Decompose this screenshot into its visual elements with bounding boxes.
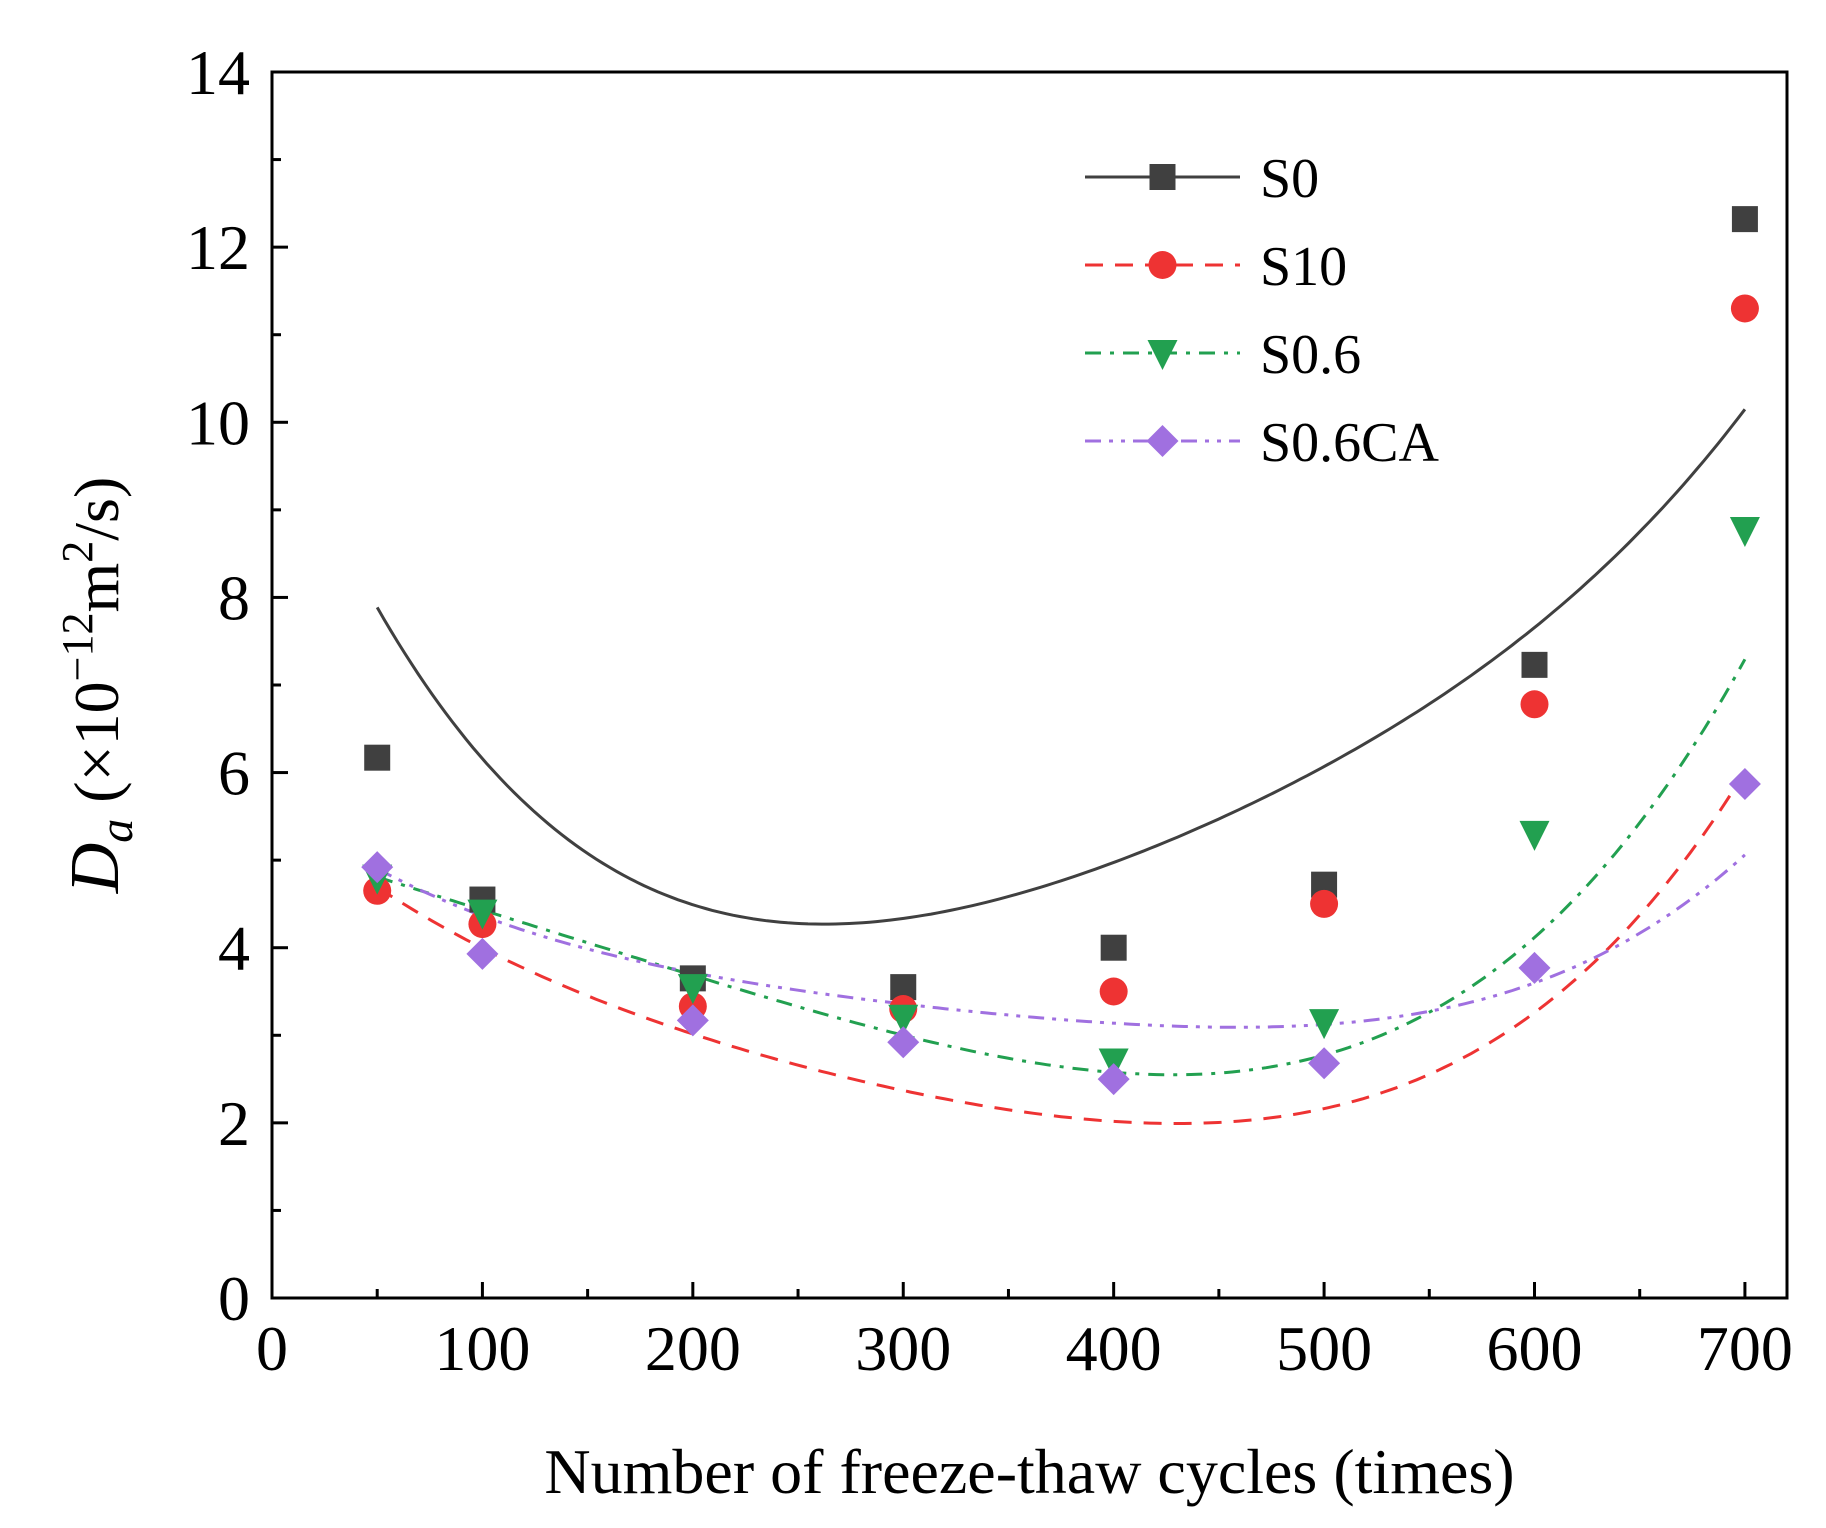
- x-tick-label: 500: [1276, 1313, 1372, 1384]
- y-tick-label: 12: [186, 212, 250, 283]
- legend-marker-S10: [1148, 251, 1177, 279]
- legend: S0 S10 S0.6 S0.6CA: [1085, 148, 1439, 474]
- data-point-S0: [1731, 206, 1758, 233]
- y-axis-title: Da (×10−12m2/s): [53, 477, 143, 895]
- legend-marker-S0.6CA: [1146, 425, 1179, 457]
- x-tick-label: 400: [1066, 1313, 1162, 1384]
- data-point-S0.6CA: [361, 851, 394, 884]
- data-point-S10: [1520, 690, 1549, 719]
- fit-curve-S0.6CA: [376, 853, 1746, 1029]
- data-point-S0.6: [888, 1004, 919, 1035]
- data-point-S0: [364, 744, 391, 771]
- x-tick-label: 600: [1487, 1313, 1583, 1384]
- tick-labels: 0 100 200 300 400 500 600 700 0 2 4 6 8 10 12 14: [186, 37, 1793, 1384]
- y-axis-symbol: D: [57, 843, 134, 895]
- data-point-S0.6CA: [887, 1026, 920, 1059]
- fit-curve-S10: [376, 771, 1747, 1125]
- y-tick-label: 8: [218, 562, 250, 633]
- legend-label-S10: S10: [1260, 236, 1347, 298]
- legend-marker-S0.6: [1147, 340, 1178, 370]
- data-point-S0.6: [1729, 516, 1760, 547]
- y-axis-unit-open: (×10: [61, 681, 132, 818]
- y-tick-label: 10: [186, 387, 250, 458]
- data-point-S10: [1730, 294, 1759, 323]
- data-point-S0.6: [677, 974, 708, 1005]
- fit-curve-S0: [375, 408, 1747, 926]
- legend-marker-S0: [1149, 164, 1176, 190]
- fit-curves: [375, 408, 1747, 1125]
- y-axis-exponent: −12: [53, 612, 102, 681]
- y-tick-label: 0: [218, 1263, 250, 1334]
- data-point-S0.6CA: [1728, 767, 1761, 800]
- data-point-S0: [1521, 651, 1548, 678]
- y-tick-label: 6: [218, 738, 250, 809]
- x-tick-label: 300: [855, 1313, 951, 1384]
- x-tick-label: 200: [645, 1313, 741, 1384]
- data-markers: [361, 206, 1761, 1096]
- legend-label-S0.6: S0.6: [1260, 324, 1361, 386]
- axis-ticks: [270, 70, 1747, 1300]
- data-point-S0.6: [467, 899, 498, 930]
- y-axis-subscript: a: [90, 819, 143, 843]
- x-tick-label: 100: [434, 1313, 530, 1384]
- x-tick-label: 700: [1697, 1313, 1793, 1384]
- data-point-S10: [1310, 889, 1339, 918]
- y-tick-label: 14: [186, 37, 250, 108]
- data-point-S0.6CA: [1518, 951, 1551, 984]
- legend-label-S0.6CA: S0.6CA: [1260, 412, 1439, 474]
- y-axis-unit-exp: 2: [53, 541, 102, 563]
- y-tick-label: 2: [218, 1088, 250, 1159]
- data-point-S0.6CA: [466, 937, 499, 970]
- data-point-S10: [1099, 977, 1128, 1006]
- y-axis-unit-mid: m: [61, 563, 132, 613]
- data-point-S0.6: [1309, 1009, 1340, 1040]
- legend-label-S0: S0: [1260, 148, 1319, 210]
- data-point-S0.6CA: [676, 1004, 709, 1037]
- y-tick-label: 4: [218, 913, 250, 984]
- data-point-S0.6CA: [1097, 1063, 1130, 1096]
- x-axis-title: Number of freeze-thaw cycles (times): [544, 1436, 1514, 1507]
- fit-curve-S0.6: [376, 658, 1747, 1077]
- data-point-S0.6: [1519, 820, 1550, 851]
- data-point-S0: [1100, 934, 1127, 961]
- data-point-S0.6CA: [1308, 1047, 1341, 1080]
- y-axis-unit-close: /s): [61, 477, 132, 541]
- x-tick-label: 0: [256, 1313, 288, 1384]
